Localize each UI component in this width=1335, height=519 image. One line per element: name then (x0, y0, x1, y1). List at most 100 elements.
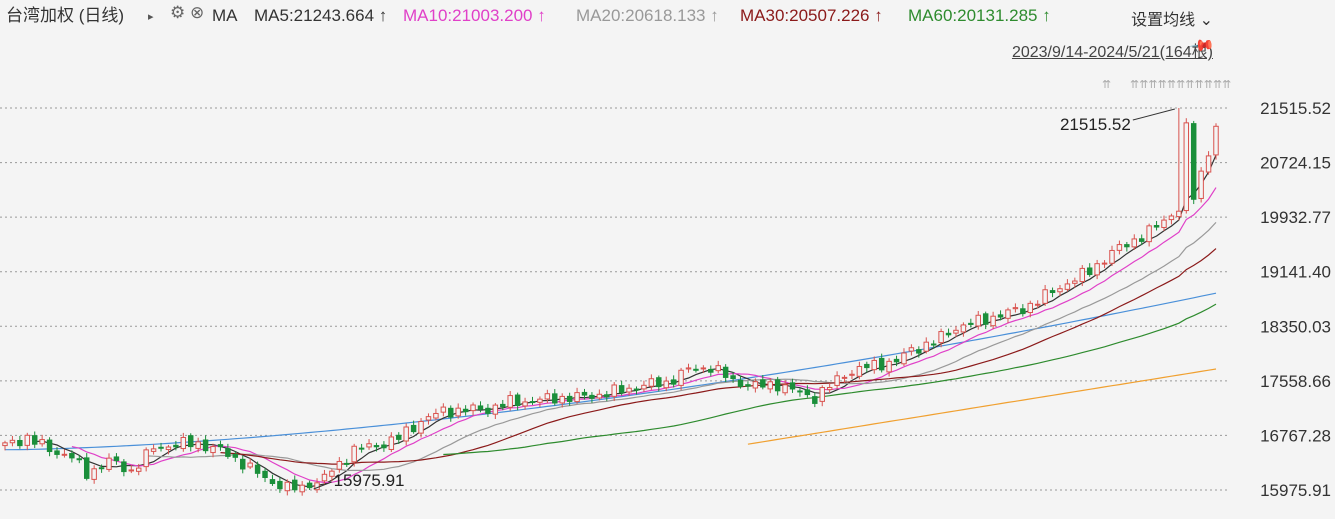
candle-down (396, 434, 402, 440)
candle-down (254, 464, 261, 474)
candle-down (693, 368, 699, 371)
candle-down (589, 394, 595, 399)
candle-down (878, 357, 885, 371)
chevron-down-icon: ⌄ (1199, 12, 1213, 29)
candle-down (269, 479, 276, 485)
candle-down (121, 461, 127, 473)
candle-down (997, 314, 1004, 318)
candle-down (306, 482, 313, 489)
candle-up (700, 367, 707, 370)
candle-down (1190, 123, 1197, 200)
candle-up (574, 392, 580, 403)
event-marker: ⇈ (1102, 78, 1111, 91)
candle-up (1064, 283, 1071, 290)
y-tick-label: 18350.03 (1260, 317, 1331, 336)
candle-up (544, 393, 551, 400)
candle-down (1020, 308, 1026, 315)
triangle-right-icon[interactable]: ▸ (148, 11, 154, 23)
candle-up (388, 436, 395, 450)
candle-down (485, 407, 491, 414)
candle-down (774, 379, 781, 392)
candle-down (1138, 238, 1145, 242)
candle-up (507, 395, 513, 408)
candle-down (760, 379, 766, 388)
candle-up (1109, 249, 1115, 264)
candle-up (871, 359, 877, 371)
candle-down (344, 462, 350, 465)
candle-up (1079, 267, 1085, 283)
candle-up (128, 469, 135, 472)
candle-up (1094, 263, 1100, 276)
candle-up (9, 439, 16, 444)
candle-up (1042, 289, 1048, 304)
candle-up (559, 395, 565, 404)
candle-up (180, 436, 187, 450)
candle-up (663, 380, 669, 389)
candle-down (69, 453, 75, 459)
candle-down (83, 457, 90, 479)
candle-up (626, 387, 632, 393)
chart-header: 台湾加权 (日线) ▸ ⚙ ⊗ MA MA5:21243.664 ↑ MA10:… (0, 0, 1335, 32)
candle-up (849, 373, 855, 376)
max-pointer (1132, 108, 1175, 121)
candle-down (262, 470, 268, 479)
candle-down (656, 377, 662, 388)
candle-up (1161, 219, 1167, 228)
candle-down (373, 445, 380, 448)
date-range[interactable]: 2023/9/14-2024/5/21(164根) (1011, 44, 1213, 61)
candle-up (596, 393, 603, 399)
ma-settings-button[interactable]: 设置均线 ⌄ (1131, 6, 1213, 30)
candle-up (522, 401, 528, 407)
candle-up (611, 384, 617, 397)
candle-up (908, 347, 915, 352)
candle-down (462, 408, 469, 413)
max-annotation: 21515.52 (1060, 115, 1131, 134)
candle-up (1116, 244, 1123, 251)
candle-up (819, 387, 825, 402)
candle-up (351, 445, 357, 463)
candle-down (225, 448, 231, 457)
candle-down (76, 458, 83, 461)
candle-down (1124, 244, 1130, 248)
candle-up (470, 404, 476, 412)
candle-up (143, 449, 149, 468)
candle-up (455, 407, 461, 417)
candle-up (990, 315, 996, 327)
y-tick-label: 17558.66 (1260, 372, 1331, 391)
candle-down (240, 458, 246, 470)
candle-up (440, 406, 447, 413)
ma250-line (747, 368, 1217, 445)
candle-up (106, 457, 112, 470)
candle-up (782, 384, 788, 394)
candle-up (1072, 280, 1078, 284)
candle-up (210, 446, 216, 454)
candle-up (1005, 309, 1011, 319)
candle-down (514, 394, 521, 406)
candle-down (113, 456, 120, 462)
candle-down (930, 343, 937, 346)
candle-down (968, 322, 974, 325)
y-tick-label: 16767.28 (1260, 426, 1331, 445)
candle-down (566, 395, 573, 402)
close-icon[interactable]: ⊗ (190, 3, 205, 22)
ma5-value: MA5:21243.664 ↑ (254, 6, 388, 25)
candle-down (722, 366, 729, 378)
candle-up (1101, 262, 1108, 265)
candle-up (1168, 215, 1175, 221)
y-tick-label: 21515.52 (1260, 99, 1331, 118)
instrument-title[interactable]: 台湾加权 (日线) (6, 6, 125, 25)
candle-up (1057, 288, 1063, 293)
gear-icon[interactable]: ⚙ (170, 3, 186, 22)
candle-up (1027, 302, 1033, 314)
candle-up (1183, 122, 1190, 212)
candle-up (1146, 225, 1152, 243)
candle-up (841, 376, 848, 379)
candle-down (448, 407, 454, 418)
candle-up (537, 398, 543, 403)
y-tick-label: 19932.77 (1260, 208, 1331, 227)
candle-up (247, 462, 253, 468)
candle-down (31, 435, 38, 445)
min-annotation: 15975.91 (334, 471, 405, 490)
candle-down (604, 394, 610, 398)
